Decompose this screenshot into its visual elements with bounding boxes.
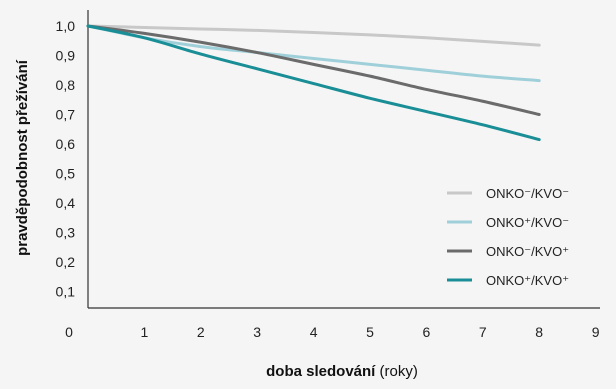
x-tick-label: 3 [253,324,261,340]
x-tick-label: 1 [141,324,149,340]
x-tick-label: 2 [197,324,205,340]
legend-label: ONKO⁻/KVO⁺ [486,244,569,259]
axes [87,10,600,309]
legend: ONKO⁻/KVO⁻ ONKO⁺/KVO⁻ ONKO⁻/KVO⁺ ONKO⁺/KVO⁺ [447,186,569,288]
series-line-4 [86,24,541,142]
y-tick-labels: 0,1 0,2 0,3 0,4 0,5 0,6 0,7 0,8 0,9 1,0 [56,18,76,300]
y-tick-label: 0,9 [56,48,76,64]
y-tick-label: 0,6 [56,136,76,152]
y-tick-label: 1,0 [56,18,76,34]
y-tick-label: 0,5 [56,166,76,182]
y-axis-title: pravděpodobnost přežívání [14,59,31,256]
series-line-2 [86,24,541,83]
x-tick-label: 4 [310,324,318,340]
y-tick-label: 0,2 [56,254,76,270]
x-tick-label: 9 [592,324,600,340]
y-tick-label: 0,1 [56,284,76,300]
x-tick-label: 6 [423,324,431,340]
x-tick-label: 0 [65,324,73,340]
x-axis-title-unit: (roky) [380,363,418,380]
legend-label: ONKO⁺/KVO⁻ [486,215,569,230]
x-axis-title-main: doba sledování [266,363,376,380]
legend-label: ONKO⁻/KVO⁻ [486,186,569,201]
series-line-1 [86,24,541,47]
series-line-3 [86,24,541,116]
x-tick-label: 7 [479,324,487,340]
x-tick-label: 5 [366,324,374,340]
x-axis-title: doba sledování (roky) [266,363,418,380]
x-tick-labels: 0 1 2 3 4 5 6 7 8 9 [65,324,600,340]
y-tick-label: 0,3 [56,225,76,241]
x-tick-label: 8 [535,324,543,340]
legend-label: ONKO⁺/KVO⁺ [486,273,569,288]
y-tick-label: 0,7 [56,107,76,123]
y-tick-label: 0,4 [56,195,76,211]
series-lines [86,24,541,142]
y-tick-label: 0,8 [56,77,76,93]
